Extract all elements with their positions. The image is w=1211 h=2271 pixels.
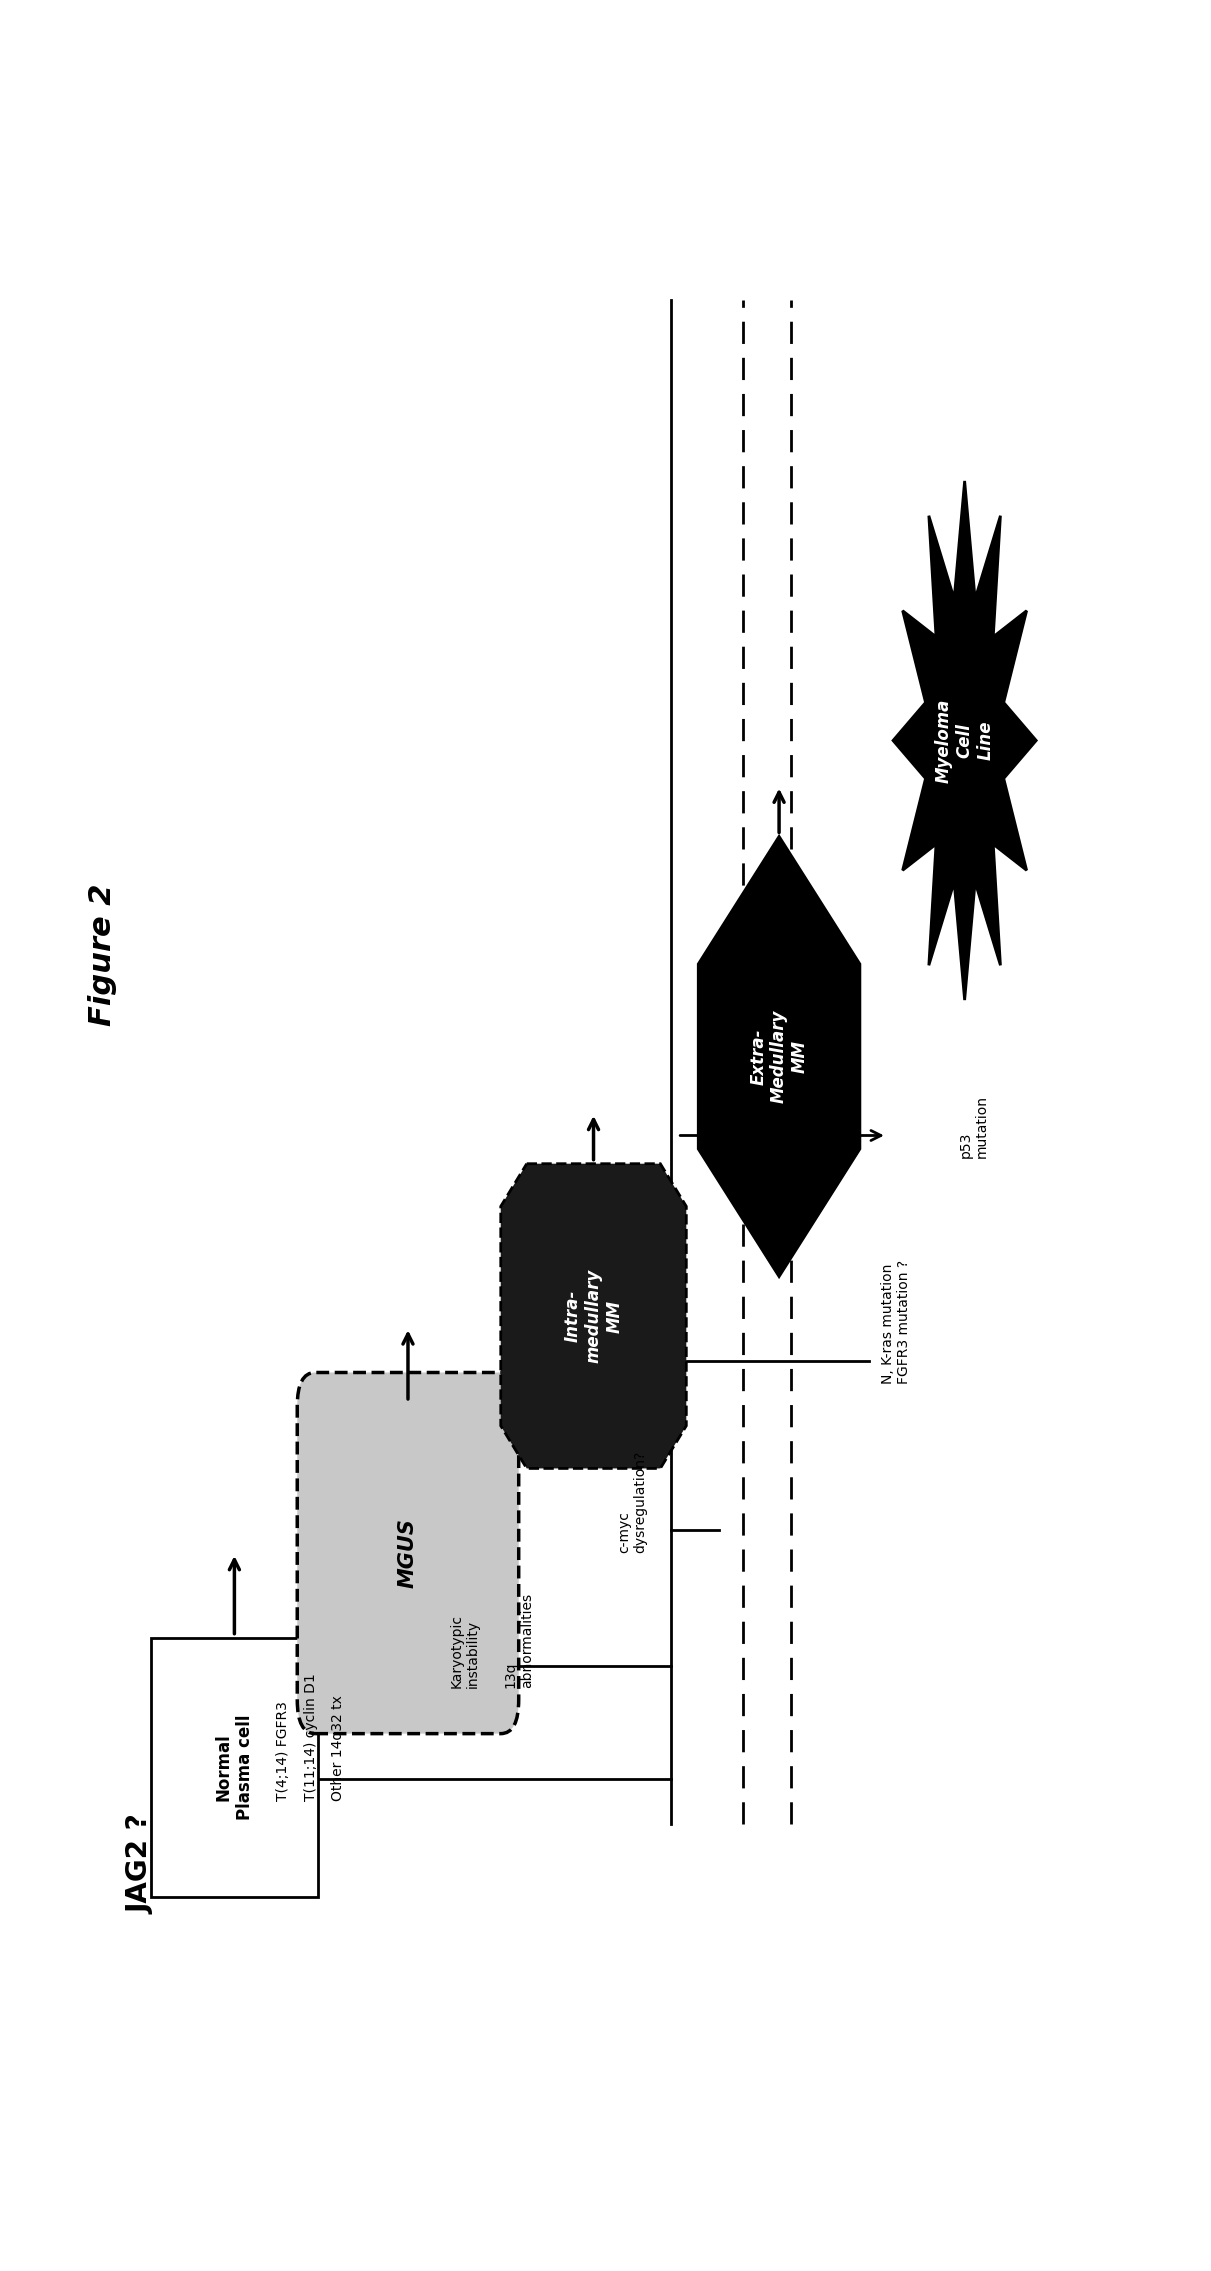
Text: c-myc
dysregulation?: c-myc dysregulation? — [618, 1451, 648, 1553]
Text: 13q
abnormalities: 13q abnormalities — [504, 1594, 534, 1690]
Text: p53
mutation: p53 mutation — [959, 1095, 989, 1158]
Polygon shape — [893, 481, 1037, 999]
FancyBboxPatch shape — [150, 1637, 318, 1896]
Text: Normal
Plasma cell: Normal Plasma cell — [216, 1715, 254, 1821]
Text: MGUS: MGUS — [398, 1517, 418, 1587]
Text: Figure 2: Figure 2 — [88, 883, 117, 1026]
Text: Other 14q32 tx: Other 14q32 tx — [332, 1696, 345, 1801]
Text: Extra-
Medullary
MM: Extra- Medullary MM — [750, 1011, 809, 1104]
Text: N, K-ras mutation
FGFR3 mutation ?: N, K-ras mutation FGFR3 mutation ? — [880, 1260, 911, 1383]
FancyBboxPatch shape — [297, 1372, 518, 1733]
Text: Karyotypic
instability: Karyotypic instability — [449, 1615, 480, 1690]
Polygon shape — [699, 836, 860, 1276]
Text: Myeloma
Cell
Line: Myeloma Cell Line — [935, 697, 994, 783]
Text: JAG2 ?: JAG2 ? — [127, 1815, 155, 1914]
Polygon shape — [501, 1163, 687, 1469]
Text: T(11;14) cyclin D1: T(11;14) cyclin D1 — [304, 1674, 317, 1801]
Text: T(4;14) FGFR3: T(4;14) FGFR3 — [276, 1701, 291, 1801]
Text: Intra-
medullary
MM: Intra- medullary MM — [564, 1269, 624, 1363]
